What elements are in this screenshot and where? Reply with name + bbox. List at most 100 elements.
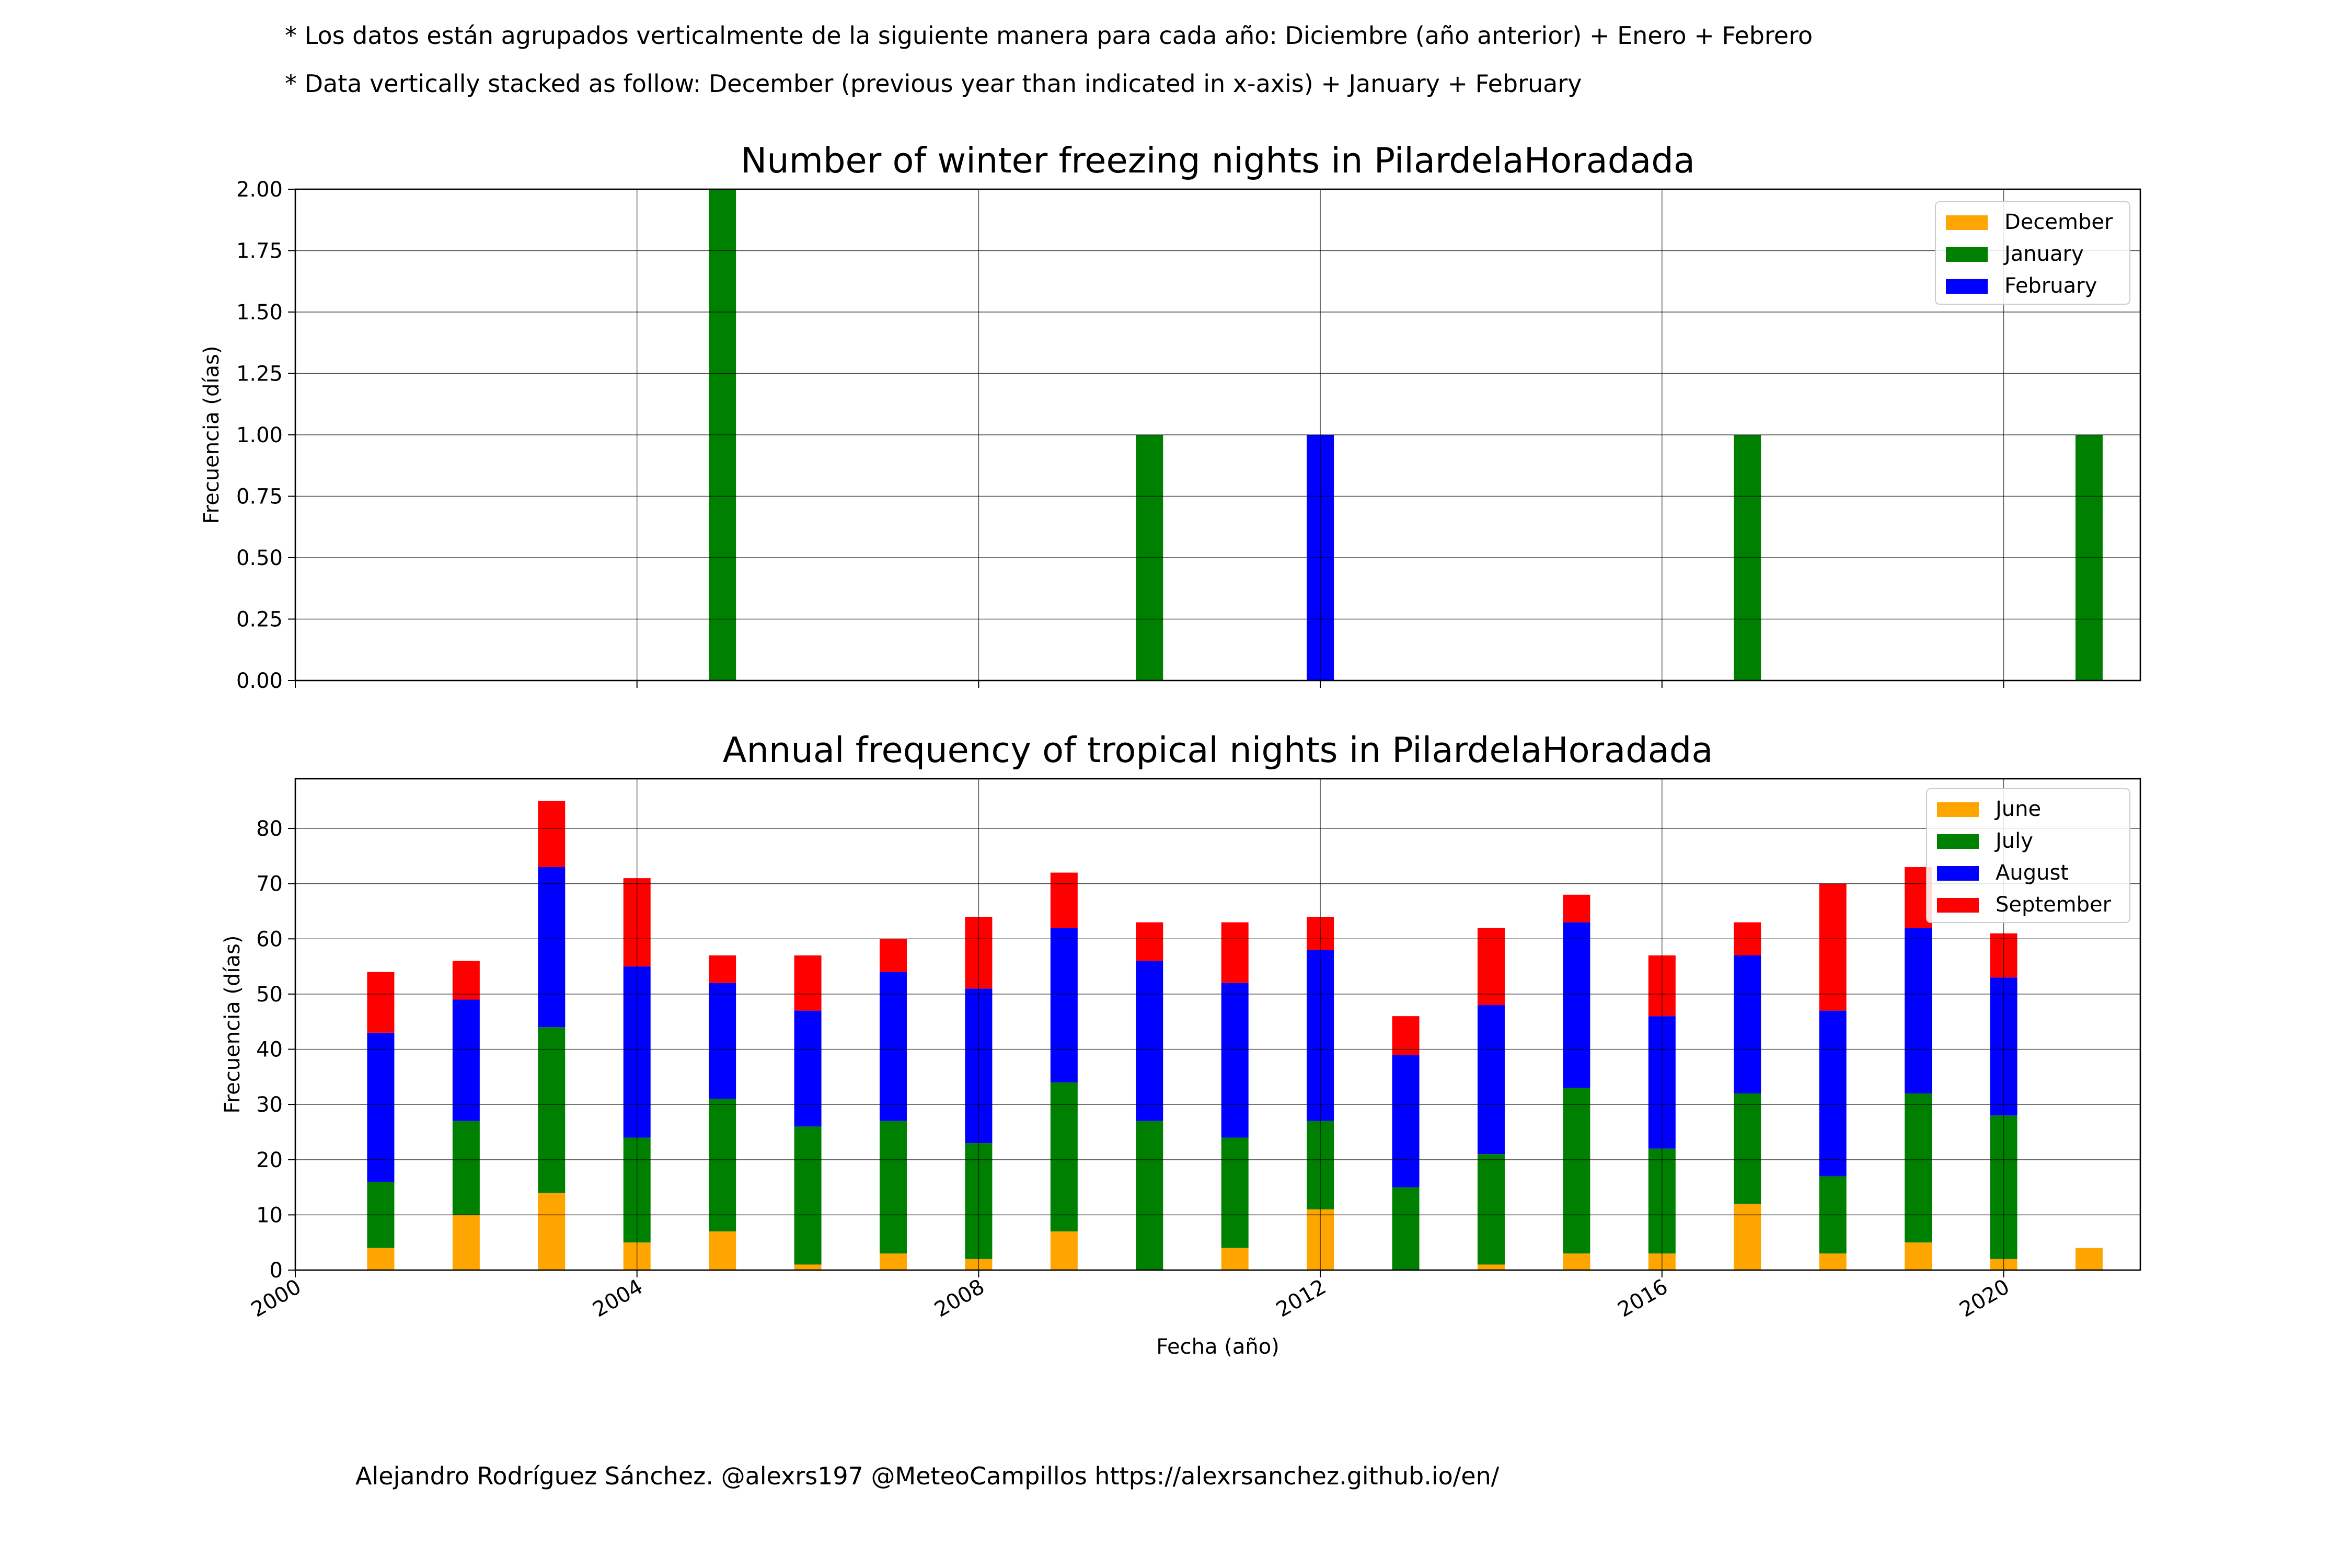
x-tick-label: 2012	[1272, 1275, 1330, 1322]
x-tick-label: 2020	[1955, 1275, 2013, 1322]
y-tick-label: 60	[256, 927, 283, 951]
y-tick-label: 0.50	[236, 546, 283, 570]
y-tick-label: 30	[256, 1093, 283, 1117]
x-axis-label: Fecha (año)	[1156, 1335, 1279, 1359]
bar-august-2014	[1477, 1005, 1505, 1155]
y-tick-label: 10	[256, 1203, 283, 1227]
bar-august-2019	[1905, 928, 1932, 1094]
bar-september-2006	[794, 955, 822, 1011]
legend-swatch-september	[1937, 898, 1979, 913]
bar-july-2010	[1136, 1121, 1163, 1270]
y-tick-label: 1.50	[236, 301, 283, 325]
bar-september-2015	[1563, 894, 1590, 923]
bar-june-2006	[794, 1264, 822, 1270]
tropical-nights-chart: Annual frequency of tropical nights in P…	[221, 730, 2141, 1359]
y-tick-label: 40	[256, 1038, 283, 1062]
legend-label-june: June	[1994, 797, 2041, 821]
freezing-nights-chart: Number of winter freezing nights in Pila…	[200, 140, 2141, 693]
bar-june-2011	[1221, 1248, 1249, 1270]
bar-september-2001	[367, 972, 395, 1033]
bar-september-2003	[538, 801, 566, 867]
bar-june-2009	[1050, 1231, 1078, 1270]
legend-swatch-february	[1946, 279, 1988, 294]
bar-july-2005	[709, 1099, 736, 1232]
bar-august-2009	[1050, 928, 1078, 1082]
bar-august-2013	[1392, 1055, 1420, 1187]
y-tick-label: 20	[256, 1148, 283, 1172]
chart-title: Annual frequency of tropical nights in P…	[723, 730, 1713, 770]
legend-label-july: July	[1994, 829, 2033, 853]
bar-july-2015	[1563, 1088, 1590, 1254]
bar-august-2006	[794, 1010, 822, 1127]
y-tick-label: 0	[270, 1259, 283, 1283]
x-tick-label: 2004	[589, 1275, 647, 1322]
note-english: * Data vertically stacked as follow: Dec…	[285, 70, 1582, 98]
bar-august-2002	[452, 999, 480, 1121]
legend-label-january: January	[2003, 242, 2084, 266]
legend-label-december: December	[2004, 210, 2113, 234]
y-tick-label: 1.25	[236, 362, 283, 386]
bar-august-2005	[709, 983, 736, 1099]
y-tick-label: 80	[256, 817, 283, 841]
plot-frame	[294, 778, 2141, 1271]
legend-label-september: September	[1996, 893, 2112, 917]
y-tick-label: 1.00	[236, 423, 283, 447]
x-tick-label: 2008	[930, 1275, 988, 1322]
bar-september-2009	[1050, 872, 1078, 928]
bar-august-2001	[367, 1032, 395, 1182]
bar-july-2019	[1905, 1093, 1932, 1243]
bar-july-2002	[452, 1121, 480, 1215]
bar-july-2013	[1392, 1187, 1420, 1270]
bar-september-2014	[1477, 928, 1505, 1006]
bar-july-2007	[879, 1121, 907, 1254]
bar-june-2019	[1905, 1242, 1932, 1270]
bar-june-2005	[709, 1231, 736, 1270]
y-tick-label: 0.00	[236, 669, 283, 693]
chart-title: Number of winter freezing nights in Pila…	[741, 140, 1695, 181]
bar-august-2015	[1563, 922, 1590, 1088]
bar-july-2006	[794, 1126, 822, 1265]
bar-september-2013	[1392, 1016, 1420, 1055]
bar-june-2001	[367, 1248, 395, 1270]
legend-swatch-january	[1946, 247, 1988, 262]
y-tick-label: 2.00	[236, 178, 283, 202]
legend-label-february: February	[2004, 274, 2097, 298]
bar-september-2018	[1819, 883, 1847, 1011]
bar-june-2017	[1734, 1204, 1761, 1270]
legend-box	[1926, 788, 2130, 923]
y-axis-label: Frecuencia (días)	[221, 936, 245, 1114]
y-tick-label: 50	[256, 983, 283, 1007]
bar-august-2010	[1136, 961, 1163, 1121]
bar-june-2003	[538, 1193, 566, 1270]
bar-july-2017	[1734, 1093, 1761, 1204]
bar-july-2011	[1221, 1137, 1249, 1248]
legend-swatch-july	[1937, 834, 1979, 849]
legend: June July August September	[1926, 788, 2130, 923]
bar-september-2010	[1136, 922, 1163, 961]
bar-june-2018	[1819, 1253, 1847, 1270]
y-axis-label: Frecuencia (días)	[200, 346, 224, 524]
bar-august-2017	[1734, 955, 1761, 1094]
bar-august-2003	[538, 867, 566, 1028]
bar-june-2021	[2075, 1248, 2103, 1270]
x-tick-label: 2016	[1614, 1275, 1672, 1322]
bar-september-2005	[709, 955, 736, 983]
y-tick-label: 0.75	[236, 485, 283, 509]
y-tick-label: 0.25	[236, 608, 283, 632]
bar-september-2011	[1221, 922, 1249, 983]
legend-label-august: August	[1996, 861, 2069, 885]
bar-june-2007	[879, 1253, 907, 1270]
bar-july-2014	[1477, 1154, 1505, 1265]
y-tick-label: 1.75	[236, 239, 283, 263]
legend-swatch-august	[1937, 866, 1979, 881]
bar-july-2009	[1050, 1082, 1078, 1232]
bar-june-2014	[1477, 1264, 1505, 1270]
bar-august-2011	[1221, 983, 1249, 1138]
legend: December January February	[1935, 201, 2130, 305]
legend-swatch-december	[1946, 215, 1988, 230]
footer-credit: Alejandro Rodríguez Sánchez. @alexrs197 …	[355, 1462, 1500, 1490]
y-tick-label: 70	[256, 872, 283, 896]
bar-june-2002	[452, 1215, 480, 1270]
bar-june-2015	[1563, 1253, 1590, 1270]
